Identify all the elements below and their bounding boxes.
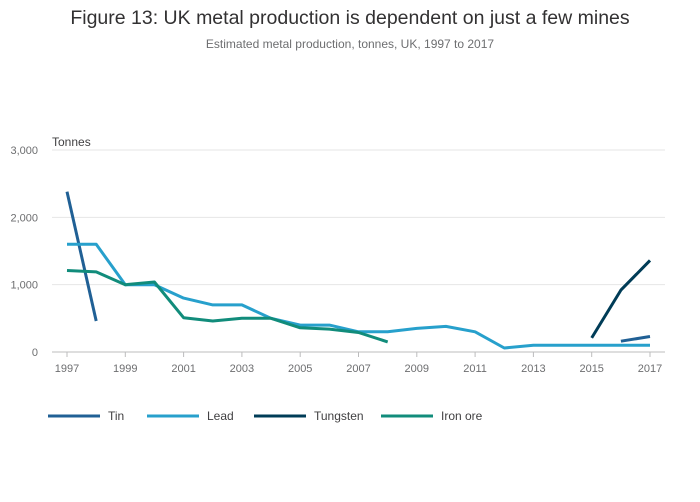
axes: Tonnes 0 1,000 2,000 3,000 1997 1999 2001 2003 2… [10,135,662,375]
series-line-tin [620,335,651,343]
series-line-iron-ore [66,269,389,344]
x-tick-label: 2015 [579,363,603,375]
series-line-tungsten [590,259,652,339]
gridlines [52,149,665,353]
legend-label-tin: Tin [108,409,124,423]
chart-subtitle: Estimated metal production, tonnes, UK, … [205,37,495,51]
x-tick-label: 2009 [405,363,429,375]
x-tick-label: 2005 [288,363,312,375]
x-tick-label: 2013 [521,363,545,375]
x-tick-label: 2011 [463,363,487,375]
y-tick-label: 2,000 [10,212,38,224]
legend-label-iron-ore: Iron ore [441,409,483,423]
y-axis-unit-label: Tonnes [52,135,91,149]
y-tick-label: 0 [32,347,38,359]
x-tick-label: 2017 [638,363,662,375]
series-line-tin [65,191,98,322]
x-tick-label: 2007 [346,363,370,375]
y-tick-label: 3,000 [10,145,38,157]
x-tick-label: 1999 [113,363,137,375]
y-tick-label: 1,000 [10,280,38,292]
x-tick-label: 2003 [230,363,254,375]
chart-title: Figure 13: UK metal production is depend… [70,7,630,29]
x-tick-label: 1997 [55,363,79,375]
legend-label-lead: Lead [207,409,234,423]
series-lines [65,191,652,350]
legend-label-tungsten: Tungsten [314,409,364,423]
legend[interactable]: Tin Lead Tungsten Iron ore [48,409,483,423]
x-tick-label: 2001 [171,363,195,375]
